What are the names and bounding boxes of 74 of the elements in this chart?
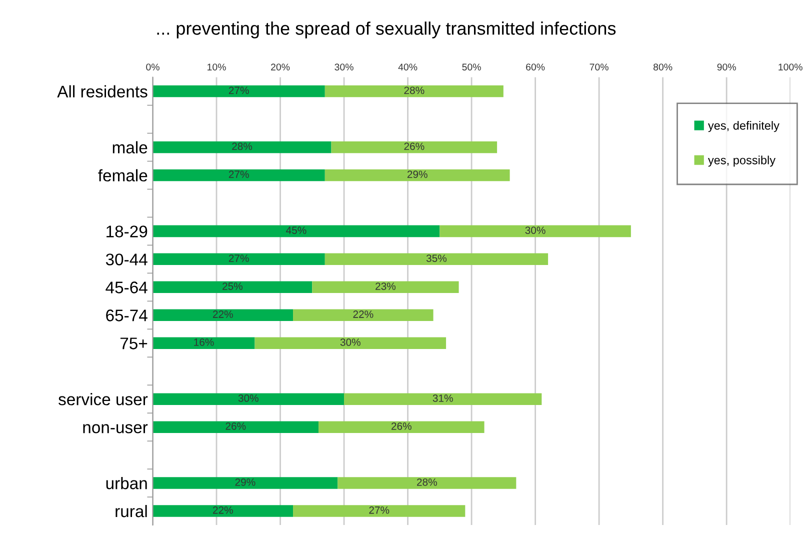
bar [152, 393, 344, 405]
bar [318, 421, 484, 433]
y-tick-label: rural [116, 504, 147, 518]
y-tick-label: 30-44 [106, 254, 148, 266]
data-label: 29% [407, 170, 428, 178]
y-tick-label: 65-74 [106, 310, 148, 322]
data-label: 23% [376, 282, 396, 290]
bar [254, 337, 446, 349]
x-tick-label: 50% [462, 64, 481, 70]
bar [152, 477, 338, 489]
x-tick-label: 30% [334, 64, 354, 70]
data-label: 26% [404, 142, 424, 150]
y-tick-label: male [112, 141, 148, 154]
bar [152, 281, 312, 294]
bar [152, 85, 325, 98]
x-tick-label: 80% [654, 64, 672, 70]
data-label: 29% [235, 478, 256, 486]
data-label: 25% [222, 282, 243, 290]
y-tick-label: service user [58, 393, 148, 406]
legend-label: yes, definitely [708, 121, 780, 132]
bar [440, 225, 631, 238]
data-label: 45% [286, 226, 306, 234]
bar [331, 141, 498, 154]
bar [324, 85, 504, 98]
bar [293, 505, 466, 517]
bar [152, 141, 332, 154]
data-label: 22% [212, 310, 233, 318]
data-label: 35% [426, 254, 447, 262]
x-tick-label: 100% [778, 64, 802, 70]
y-tick-label: female [98, 169, 148, 182]
data-label: 28% [404, 86, 424, 94]
x-tick-label: 70% [590, 64, 608, 70]
bar [152, 253, 325, 266]
bar [152, 225, 440, 238]
data-label: 26% [226, 422, 246, 430]
bar [344, 393, 542, 405]
bar [324, 169, 510, 182]
data-label: 30% [525, 226, 546, 234]
x-tick-label: 60% [526, 64, 545, 70]
x-tick-label: 10% [208, 64, 226, 70]
chart-title: ... preventing the spread of sexually transmitted infections [157, 22, 616, 38]
data-label: 22% [212, 506, 233, 514]
data-label: 27% [228, 170, 249, 178]
x-tick-label: 20% [271, 64, 290, 70]
data-label: 22% [353, 310, 374, 318]
y-tick-label: urban [106, 476, 147, 490]
data-label: 26% [392, 422, 412, 430]
bar [293, 309, 434, 322]
data-label: 31% [432, 394, 453, 402]
legend-label: yes, possibly [708, 156, 776, 167]
bar [152, 421, 319, 433]
y-tick-label: 18-29 [106, 226, 148, 238]
bar [152, 309, 294, 322]
data-label: 27% [228, 254, 249, 262]
bar [312, 281, 459, 294]
data-label: 30% [238, 394, 258, 402]
x-tick-label: 0% [146, 64, 160, 70]
bar [324, 253, 548, 266]
bar [338, 477, 516, 489]
data-label: 27% [369, 506, 390, 514]
y-tick-label: 75+ [120, 338, 148, 350]
bar [152, 169, 325, 182]
bar [152, 337, 255, 349]
bar [152, 505, 294, 517]
data-label: 28% [417, 478, 437, 486]
x-tick-label: 40% [398, 64, 418, 70]
data-label: 16% [194, 338, 214, 346]
y-tick-label: non-user [83, 424, 148, 434]
y-tick-label: 45-64 [106, 282, 148, 294]
data-label: 27% [228, 86, 249, 94]
y-tick-label: All residents [57, 85, 148, 98]
data-label: 28% [232, 142, 252, 150]
data-label: 30% [340, 338, 360, 346]
x-tick-label: 90% [717, 64, 736, 70]
